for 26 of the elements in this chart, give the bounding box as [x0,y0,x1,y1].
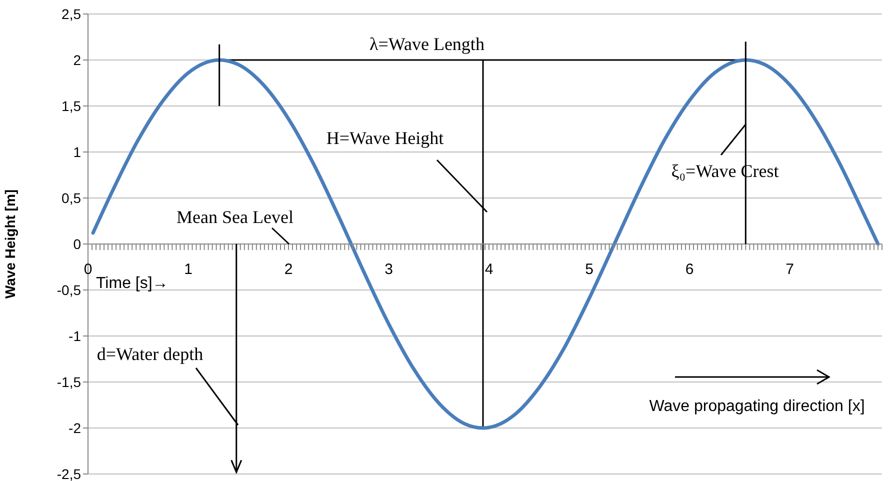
y-tick-label: 1 [73,144,82,160]
annotation: d=Water depth [96,344,204,364]
x-tick-label: 6 [685,261,694,278]
y-tick-label: -2,5 [56,466,82,481]
annotation: Mean Sea Level [176,207,294,227]
x-tick-label: 7 [786,261,794,278]
annotation: Wave propagating direction [x] [649,398,865,415]
y-tick-label: 1,5 [62,98,82,114]
x-tick-label: 4 [484,261,494,278]
y-axis-title: Wave Height [m] [2,189,18,299]
annotation: H=Wave Height [326,128,444,148]
annotation: λ=Wave Length [370,34,484,54]
y-tick-label: 0,5 [62,190,82,206]
y-tick-label: -1 [68,328,82,344]
y-tick-label: -0,5 [56,282,82,298]
x-tick-label: 0 [84,261,92,278]
y-tick-label: 2,5 [62,6,82,22]
x-tick-label: 5 [585,261,594,278]
y-tick-label: -2 [68,420,82,436]
y-tick-label: -1,5 [56,374,82,390]
y-tick-label: 0 [73,236,82,252]
x-tick-label: 3 [384,261,393,278]
x-tick-label: 1 [184,261,192,278]
x-axis-title: Time [s]→ [96,275,168,292]
x-tick-label: 2 [284,261,293,278]
y-tick-label: 2 [73,52,82,68]
